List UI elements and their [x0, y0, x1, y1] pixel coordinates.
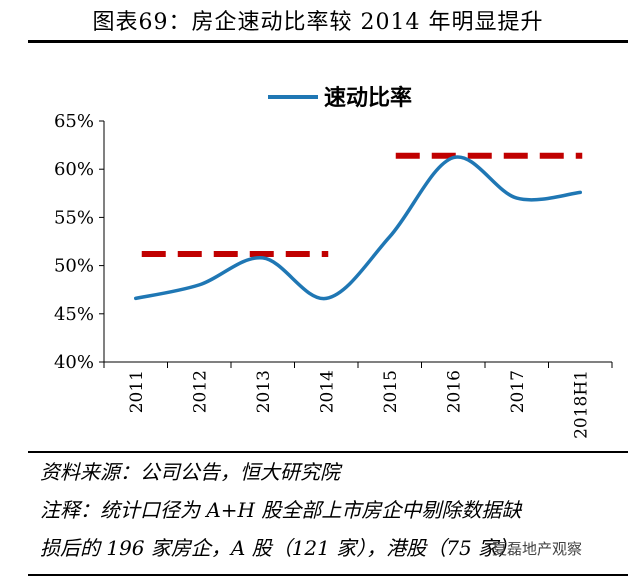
bottom-rule	[28, 574, 628, 576]
data-point	[389, 236, 391, 238]
y-tick-label: 40%	[54, 352, 94, 373]
x-tick-label: 2011	[127, 370, 147, 413]
data-point	[325, 297, 327, 299]
axes: 40% 45% 50% 55% 60% 65% 2011 2012 2013 2014 2015 20…	[54, 111, 613, 439]
y-tick-label: 45%	[54, 304, 94, 325]
data-point	[452, 157, 454, 159]
data-point	[198, 284, 200, 286]
x-tick-label: 2017	[508, 370, 528, 413]
y-tick-label: 60%	[54, 159, 94, 180]
x-tick-label: 2013	[254, 370, 274, 413]
series	[134, 155, 582, 301]
chart: 速动比率 40% 45% 50% 55% 60% 65% 2011 2012 2013 2014 2…	[54, 85, 613, 439]
y-tick-label: 55%	[54, 207, 94, 228]
data-point	[579, 191, 581, 193]
footer-rule	[28, 451, 628, 453]
x-tick-label: 2015	[381, 370, 401, 413]
top-rule	[28, 40, 628, 43]
data-point	[135, 297, 137, 299]
x-tick-label: 2012	[190, 370, 210, 413]
source-text: 资料来源：公司公告，恒大研究院	[40, 460, 340, 484]
x-tick-label: 2018H1	[571, 370, 591, 439]
data-point	[516, 197, 518, 199]
y-tick-label: 50%	[54, 256, 94, 277]
x-tick-label: 2016	[444, 370, 464, 413]
note-line-2: 损后的 196 家房企，A 股（121 家），港股（75 家）	[40, 536, 519, 560]
watermark-text: 夏磊地产观察	[492, 540, 583, 558]
data-point	[262, 257, 264, 259]
note-line-1: 注释：统计口径为 A+H 股全部上市房企中剔除数据缺	[40, 498, 522, 522]
x-tick-label: 2014	[317, 370, 337, 413]
reference-lines	[141, 152, 583, 258]
y-tick-label: 65%	[54, 111, 94, 132]
figure-title: 图表69：房企速动比率较 2014 年明显提升	[92, 10, 544, 35]
series-line	[134, 155, 582, 301]
legend: 速动比率	[268, 85, 412, 111]
legend-label: 速动比率	[324, 85, 412, 111]
